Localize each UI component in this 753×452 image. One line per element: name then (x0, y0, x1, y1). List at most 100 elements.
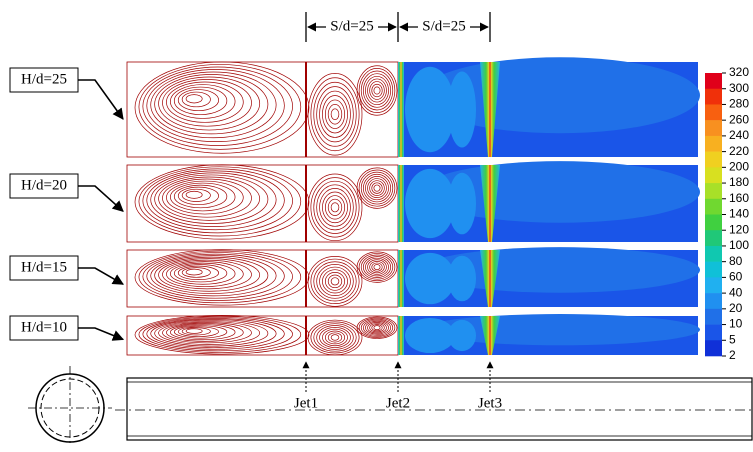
streamline (358, 169, 396, 207)
colorbar-label: 40 (729, 285, 743, 299)
colorbar-label: 320 (729, 65, 749, 79)
streamline (181, 267, 211, 278)
streamline (367, 178, 387, 199)
streamline (371, 262, 383, 272)
panels: H/d=25 H/d=20 H/d=15 H/d=10 (9, 57, 700, 356)
colorbar-label: 300 (729, 81, 749, 95)
colorbar-label: 140 (729, 207, 749, 221)
streamline (322, 269, 348, 294)
streamline (313, 323, 357, 352)
colorbar-label: 180 (729, 175, 749, 189)
streamline (185, 190, 203, 199)
streamline (146, 318, 285, 350)
streamline (310, 77, 360, 152)
streamline (166, 323, 244, 342)
streamline (150, 319, 277, 349)
streamline (324, 272, 346, 291)
streamline (356, 316, 398, 339)
colorbar-label: 80 (729, 254, 743, 268)
streamline (146, 253, 285, 299)
jet-plume (398, 250, 404, 307)
streamline (319, 90, 351, 138)
streamline (138, 166, 302, 237)
streamline (373, 325, 381, 331)
streamline (134, 164, 310, 240)
colorbar-swatch (705, 324, 722, 341)
streamline (142, 66, 293, 146)
streamline (181, 91, 211, 108)
colorbar-swatch (705, 198, 722, 215)
colorbar-swatch (705, 214, 722, 231)
streamline (185, 268, 203, 276)
streamline (371, 182, 383, 194)
streamline (324, 330, 346, 345)
streamline (142, 317, 293, 352)
streamline (158, 76, 261, 131)
streamline (362, 256, 392, 278)
streamline (310, 321, 360, 354)
streamline (158, 321, 261, 345)
streamline (185, 94, 203, 104)
spacing-label: S/d=25 (422, 18, 465, 34)
streamline (134, 61, 310, 154)
streamline (330, 202, 340, 213)
streamline (134, 249, 310, 306)
streamline (150, 172, 277, 227)
colorbar-label: 5 (729, 332, 736, 346)
jet-plume (480, 316, 500, 355)
height-label: H/d=20 (21, 177, 67, 193)
streamline (373, 86, 381, 95)
jet-label: Jet3 (478, 395, 502, 411)
label-arrow (78, 327, 125, 341)
streamline (316, 325, 354, 350)
streamline (142, 168, 293, 234)
height-label: H/d=25 (21, 71, 67, 87)
streamline (369, 323, 385, 333)
streamline (362, 173, 392, 203)
streamline (170, 262, 236, 285)
streamline (365, 320, 389, 335)
colorbar-swatch (705, 277, 722, 294)
label-box (9, 315, 79, 341)
streamline (371, 324, 383, 332)
colorbar-label: 220 (729, 144, 749, 158)
streamline (356, 167, 398, 209)
streamline (170, 324, 236, 341)
streamline (146, 170, 285, 231)
colorbar: 3203002802602402202001801601401201008060… (705, 65, 749, 362)
streamline (327, 198, 343, 216)
colorbar-swatch (705, 293, 722, 310)
streamline (330, 108, 340, 121)
streamline (166, 81, 244, 123)
colorbar-swatch (705, 135, 722, 152)
streamline (358, 253, 396, 282)
streamline (322, 191, 348, 224)
jet-plume (480, 165, 500, 242)
streamline (177, 265, 219, 280)
label-arrow (78, 185, 124, 212)
colorbar-swatch (705, 308, 722, 325)
colorbar-swatch (705, 340, 722, 357)
streamline (319, 188, 351, 227)
streamline (362, 73, 392, 108)
colorbar-label: 200 (729, 160, 749, 174)
contour-region (405, 317, 455, 354)
streamline (185, 328, 203, 334)
streamlines (134, 164, 398, 242)
colorbar-swatch (705, 167, 722, 184)
streamline (362, 319, 392, 336)
streamline (367, 78, 387, 103)
streamlines (134, 249, 398, 307)
streamline (146, 69, 285, 142)
streamline (173, 264, 228, 283)
streamline (162, 178, 252, 218)
streamline (358, 317, 396, 338)
height-label: H/d=15 (21, 259, 67, 275)
jet-plume (398, 62, 404, 157)
streamline (177, 326, 219, 337)
streamline (162, 79, 252, 127)
streamline (138, 316, 302, 353)
streamline (367, 259, 387, 275)
streamline (369, 180, 385, 196)
